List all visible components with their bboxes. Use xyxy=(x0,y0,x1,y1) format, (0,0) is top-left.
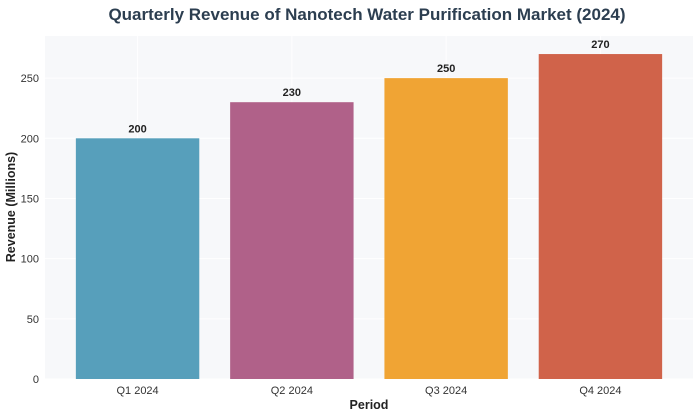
bar-q3-2024 xyxy=(384,78,508,380)
data-label: 250 xyxy=(437,63,455,75)
y-tick-label: 50 xyxy=(27,314,39,326)
y-ticks: 0 50 100 150 200 250 xyxy=(21,73,39,386)
data-label: 270 xyxy=(591,39,609,51)
y-tick-label: 200 xyxy=(21,133,39,145)
bar-q4-2024 xyxy=(538,54,663,379)
bars: 200 230 250 270 xyxy=(75,39,663,380)
x-tick-label: Q3 2024 xyxy=(425,385,467,397)
x-ticks: Q1 2024 Q2 2024 Q3 2024 Q4 2024 xyxy=(116,385,621,397)
x-tick-label: Q4 2024 xyxy=(579,385,621,397)
y-tick-label: 250 xyxy=(21,73,39,85)
x-tick-label: Q1 2024 xyxy=(116,385,158,397)
bar-q1-2024 xyxy=(75,138,200,379)
y-tick-label: 150 xyxy=(21,193,39,205)
x-axis-label: Period xyxy=(350,398,389,412)
x-tick-label: Q2 2024 xyxy=(271,385,313,397)
y-tick-label: 0 xyxy=(33,374,39,386)
data-label: 200 xyxy=(128,123,146,135)
data-label: 230 xyxy=(283,87,301,99)
y-tick-label: 100 xyxy=(21,254,39,266)
bar-q2-2024 xyxy=(230,102,354,379)
y-axis-label: Revenue (Millions) xyxy=(4,152,18,262)
chart-title: Quarterly Revenue of Nanotech Water Puri… xyxy=(108,5,625,24)
